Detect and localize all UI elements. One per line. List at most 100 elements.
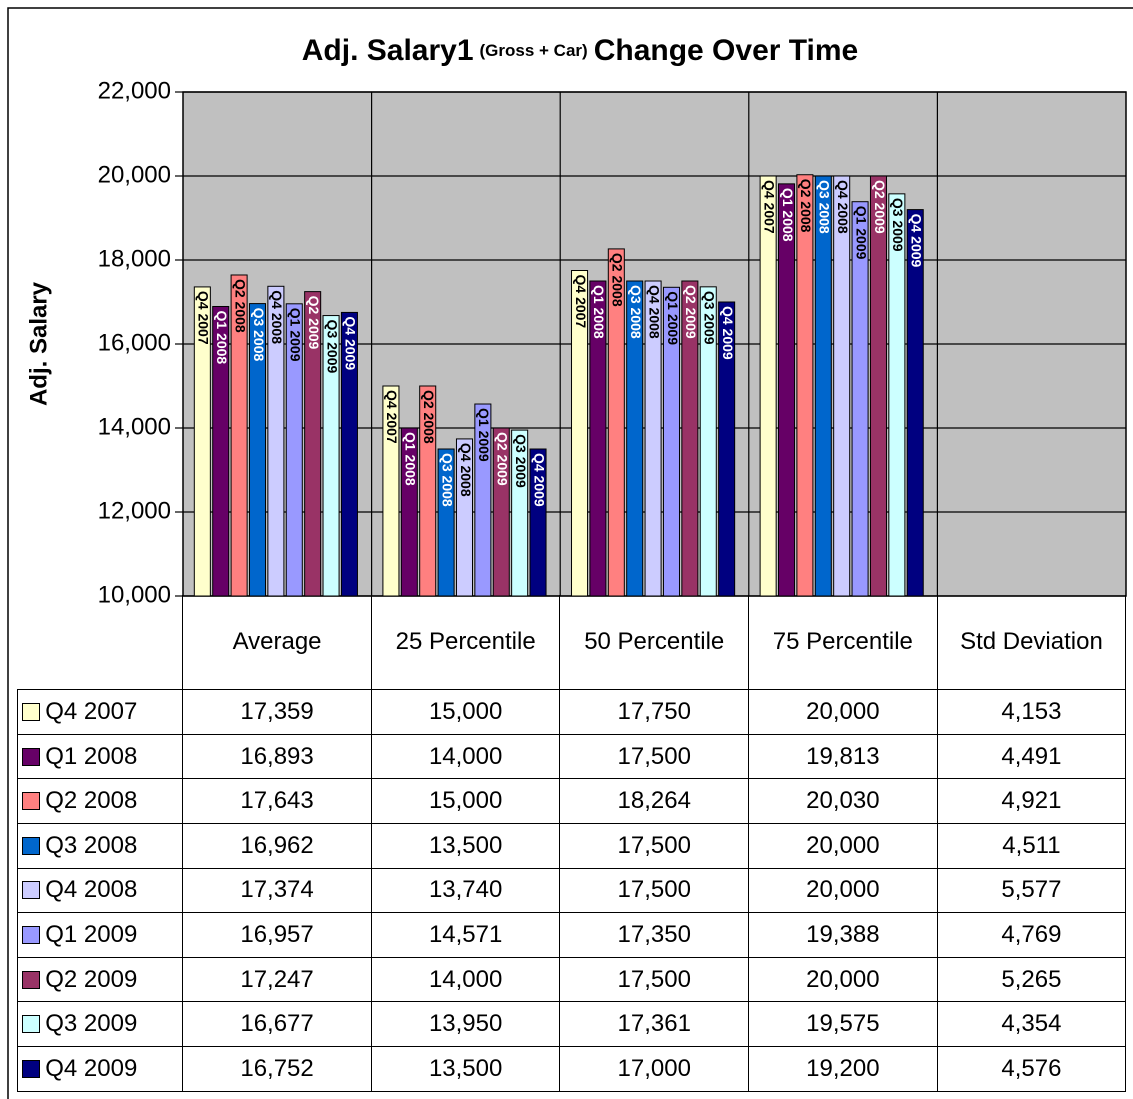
table-value: 4,153 (936, 689, 1127, 735)
bar-label: Q3 2008 (628, 285, 644, 339)
legend-label: Q4 2008 (45, 876, 138, 904)
bar (193, 286, 211, 596)
table-value: 19,575 (748, 1001, 938, 1048)
table-value: 14,000 (370, 733, 561, 780)
table-value: 13,500 (370, 1046, 561, 1092)
bar-label: Q4 2008 (458, 443, 474, 497)
table-value: 20,000 (748, 823, 938, 869)
bar-label: Q1 2009 (665, 291, 681, 345)
legend-swatch (22, 970, 41, 989)
bar (589, 280, 607, 596)
table-value: 14,571 (370, 912, 561, 958)
y-tick-label: 10,000 (98, 581, 171, 608)
bar-label: Q1 2008 (403, 432, 419, 486)
bar-label: Q3 2009 (513, 434, 529, 488)
bar-label: Q2 2008 (421, 390, 437, 444)
bar (382, 385, 400, 596)
bar-label: Q4 2007 (573, 275, 589, 329)
legend-entry: Q2 2009 (17, 956, 184, 1003)
table-value: 13,950 (370, 1001, 561, 1048)
bar (851, 201, 869, 596)
bar-label: Q4 2008 (835, 180, 851, 234)
legend-entry: Q4 2008 (17, 867, 184, 914)
bar (681, 280, 699, 596)
bar-label: Q4 2007 (384, 390, 400, 444)
category-label: 75 Percentile (748, 595, 938, 691)
bar (212, 305, 230, 596)
table-value: 17,350 (559, 912, 750, 958)
bar-label: Q2 2008 (232, 279, 248, 333)
bar (529, 448, 547, 596)
bar-label: Q3 2009 (324, 320, 340, 374)
bar-label: Q4 2009 (909, 214, 925, 268)
table-value: 16,893 (182, 733, 372, 780)
legend-entry: Q3 2009 (17, 1001, 184, 1048)
bar (607, 248, 625, 596)
table-value: 17,374 (182, 867, 372, 914)
table-value: 19,200 (748, 1046, 938, 1092)
title-small: (Gross + Car) (480, 41, 588, 60)
legend-entry: Q1 2008 (17, 733, 184, 780)
table-value: 13,500 (370, 823, 561, 869)
y-tick-label: 16,000 (98, 329, 171, 356)
bar-label: Q2 2009 (306, 296, 322, 350)
bar (814, 175, 832, 596)
category-label: Average (182, 595, 372, 691)
bar (699, 286, 717, 596)
bar (869, 175, 887, 596)
table-value: 4,769 (936, 912, 1127, 958)
legend-label: Q2 2008 (45, 787, 138, 815)
bar-label: Q2 2008 (610, 253, 626, 307)
legend-entry: Q1 2009 (17, 912, 184, 958)
bar (662, 286, 680, 596)
table-value: 13,740 (370, 867, 561, 914)
legend-swatch (22, 881, 41, 900)
bar (778, 183, 796, 596)
legend-swatch (22, 1059, 41, 1078)
legend-swatch (22, 1015, 41, 1034)
bar-label: Q4 2009 (343, 316, 359, 370)
bar-label: Q3 2009 (702, 291, 718, 345)
category-label: Std Deviation (936, 595, 1127, 691)
table-value: 17,500 (559, 867, 750, 914)
bar (419, 385, 437, 596)
table-value: 5,265 (936, 956, 1127, 1003)
bar (718, 301, 736, 596)
table-value: 17,361 (559, 1001, 750, 1048)
legend-swatch (22, 703, 41, 722)
legend-label: Q4 2007 (45, 698, 138, 726)
table-value: 16,957 (182, 912, 372, 958)
table-value: 15,000 (370, 689, 561, 735)
table-value: 4,921 (936, 778, 1127, 825)
chart-border (7, 7, 1133, 1099)
legend-swatch (22, 747, 41, 766)
y-tick-label: 12,000 (98, 497, 171, 524)
table-value: 5,577 (936, 867, 1127, 914)
bar-label: Q1 2008 (591, 285, 607, 339)
bar (906, 209, 924, 596)
table-value: 17,500 (559, 733, 750, 780)
bar-label: Q3 2009 (890, 198, 906, 252)
category-label: 25 Percentile (370, 595, 561, 691)
table-value: 20,000 (748, 956, 938, 1003)
table-value: 4,354 (936, 1001, 1127, 1048)
y-tick-label: 14,000 (98, 413, 171, 440)
bar-label: Q2 2008 (798, 179, 814, 233)
bar (437, 448, 455, 596)
bar (492, 427, 510, 596)
table-value: 17,750 (559, 689, 750, 735)
bar-label: Q4 2008 (646, 285, 662, 339)
table-value: 17,000 (559, 1046, 750, 1092)
bar (304, 291, 322, 596)
table-value: 16,677 (182, 1001, 372, 1048)
bar (759, 175, 777, 596)
bar (888, 193, 906, 596)
table-value: 19,813 (748, 733, 938, 780)
bar (400, 427, 418, 596)
legend-label: Q3 2008 (45, 831, 138, 859)
y-tick-label: 22,000 (98, 77, 171, 104)
table-value: 17,500 (559, 823, 750, 869)
table-value: 20,000 (748, 867, 938, 914)
